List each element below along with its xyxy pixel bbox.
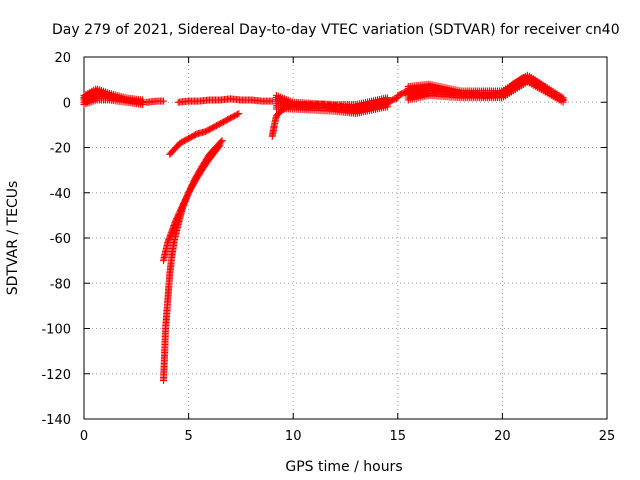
y-tick-label: 20	[54, 51, 71, 66]
x-tick-label: 5	[184, 429, 192, 444]
y-axis-label: SDTVAR / TECUs	[5, 181, 21, 296]
x-axis-label: GPS time / hours	[285, 459, 402, 475]
y-tick-label: -100	[41, 323, 71, 338]
x-tick-label: 15	[390, 429, 407, 444]
x-tick-label: 20	[494, 429, 511, 444]
data-point	[159, 97, 167, 105]
chart-title: Day 279 of 2021, Sidereal Day-to-day VTE…	[52, 22, 620, 38]
data-point	[217, 138, 225, 146]
y-tick-label: -120	[41, 368, 71, 383]
y-tick-label: -20	[50, 142, 71, 157]
y-tick-label: -60	[50, 232, 71, 247]
y-tick-label: -140	[41, 413, 71, 428]
y-tick-label: -40	[50, 187, 71, 202]
data-point	[218, 137, 226, 145]
data-point	[235, 110, 243, 118]
x-tick-label: 25	[599, 429, 616, 444]
y-tick-label: 0	[63, 96, 71, 111]
data-point	[233, 110, 241, 118]
data-points	[80, 71, 567, 385]
data-point	[559, 98, 567, 106]
x-tick-label: 10	[285, 429, 302, 444]
data-point	[139, 101, 147, 109]
x-tick-label: 0	[80, 429, 88, 444]
axes: 0 5 10 15 20 25 20 0 -20 -40 -60 -80 -100 -120 -140	[41, 51, 615, 444]
data-point	[216, 141, 224, 149]
y-tick-label: -80	[50, 277, 71, 292]
data-point	[383, 103, 391, 111]
data-point	[215, 142, 223, 150]
grid-lines	[84, 57, 607, 419]
